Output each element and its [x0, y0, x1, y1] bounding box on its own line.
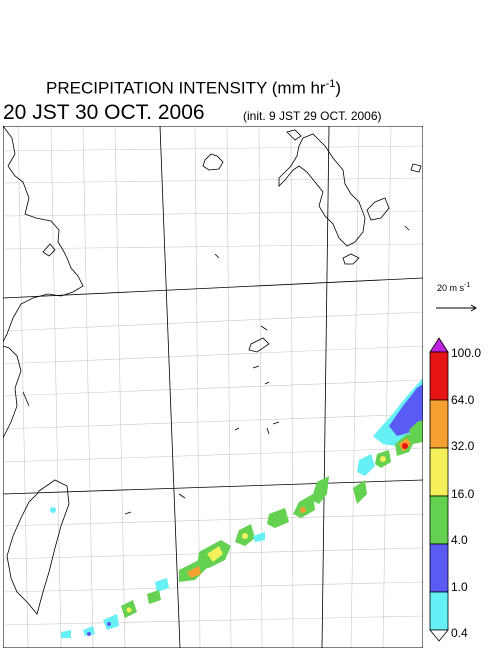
wind-vector-scale [436, 304, 477, 312]
colorbar-label-4: 4.0 [451, 533, 468, 547]
colorbar-label-16: 16.0 [451, 487, 475, 501]
map-title: PRECIPITATION INTENSITY (mm hr-1) [46, 78, 342, 98]
wind-vector-label: 20 m s-1 [437, 282, 471, 293]
precipitation-field [50, 378, 423, 638]
init-time: (init. 9 JST 29 OCT. 2006) [243, 109, 382, 123]
colorbar-label-32: 32.0 [451, 439, 475, 453]
colorbar-label-04: 0.4 [451, 626, 468, 640]
graticule [3, 126, 423, 648]
precipitation-map [3, 126, 423, 648]
colorbar-label-64: 64.0 [451, 393, 475, 407]
coastline [3, 126, 422, 615]
colorbar [429, 337, 449, 642]
valid-time: 20 JST 30 OCT. 2006 [3, 101, 205, 124]
colorbar-label-1: 1.0 [451, 580, 468, 594]
colorbar-label-100: 100.0 [451, 346, 482, 360]
